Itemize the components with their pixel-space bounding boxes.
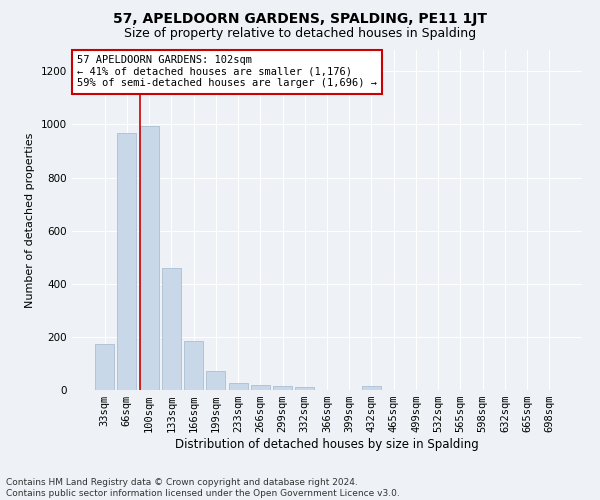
Bar	[251, 385, 270, 390]
Bar	[206, 372, 225, 390]
Text: 57, APELDOORN GARDENS, SPALDING, PE11 1JT: 57, APELDOORN GARDENS, SPALDING, PE11 1J…	[113, 12, 487, 26]
Bar	[140, 126, 158, 390]
Bar	[95, 344, 114, 390]
Bar	[295, 388, 314, 390]
Bar	[118, 133, 136, 390]
Bar	[273, 386, 292, 390]
Text: Contains HM Land Registry data © Crown copyright and database right 2024.
Contai: Contains HM Land Registry data © Crown c…	[6, 478, 400, 498]
Bar	[184, 341, 203, 390]
Y-axis label: Number of detached properties: Number of detached properties	[25, 132, 35, 308]
Text: Size of property relative to detached houses in Spalding: Size of property relative to detached ho…	[124, 28, 476, 40]
Bar	[162, 268, 181, 390]
Bar	[229, 384, 248, 390]
Text: 57 APELDOORN GARDENS: 102sqm
← 41% of detached houses are smaller (1,176)
59% of: 57 APELDOORN GARDENS: 102sqm ← 41% of de…	[77, 55, 377, 88]
Bar	[362, 386, 381, 390]
X-axis label: Distribution of detached houses by size in Spalding: Distribution of detached houses by size …	[175, 438, 479, 451]
